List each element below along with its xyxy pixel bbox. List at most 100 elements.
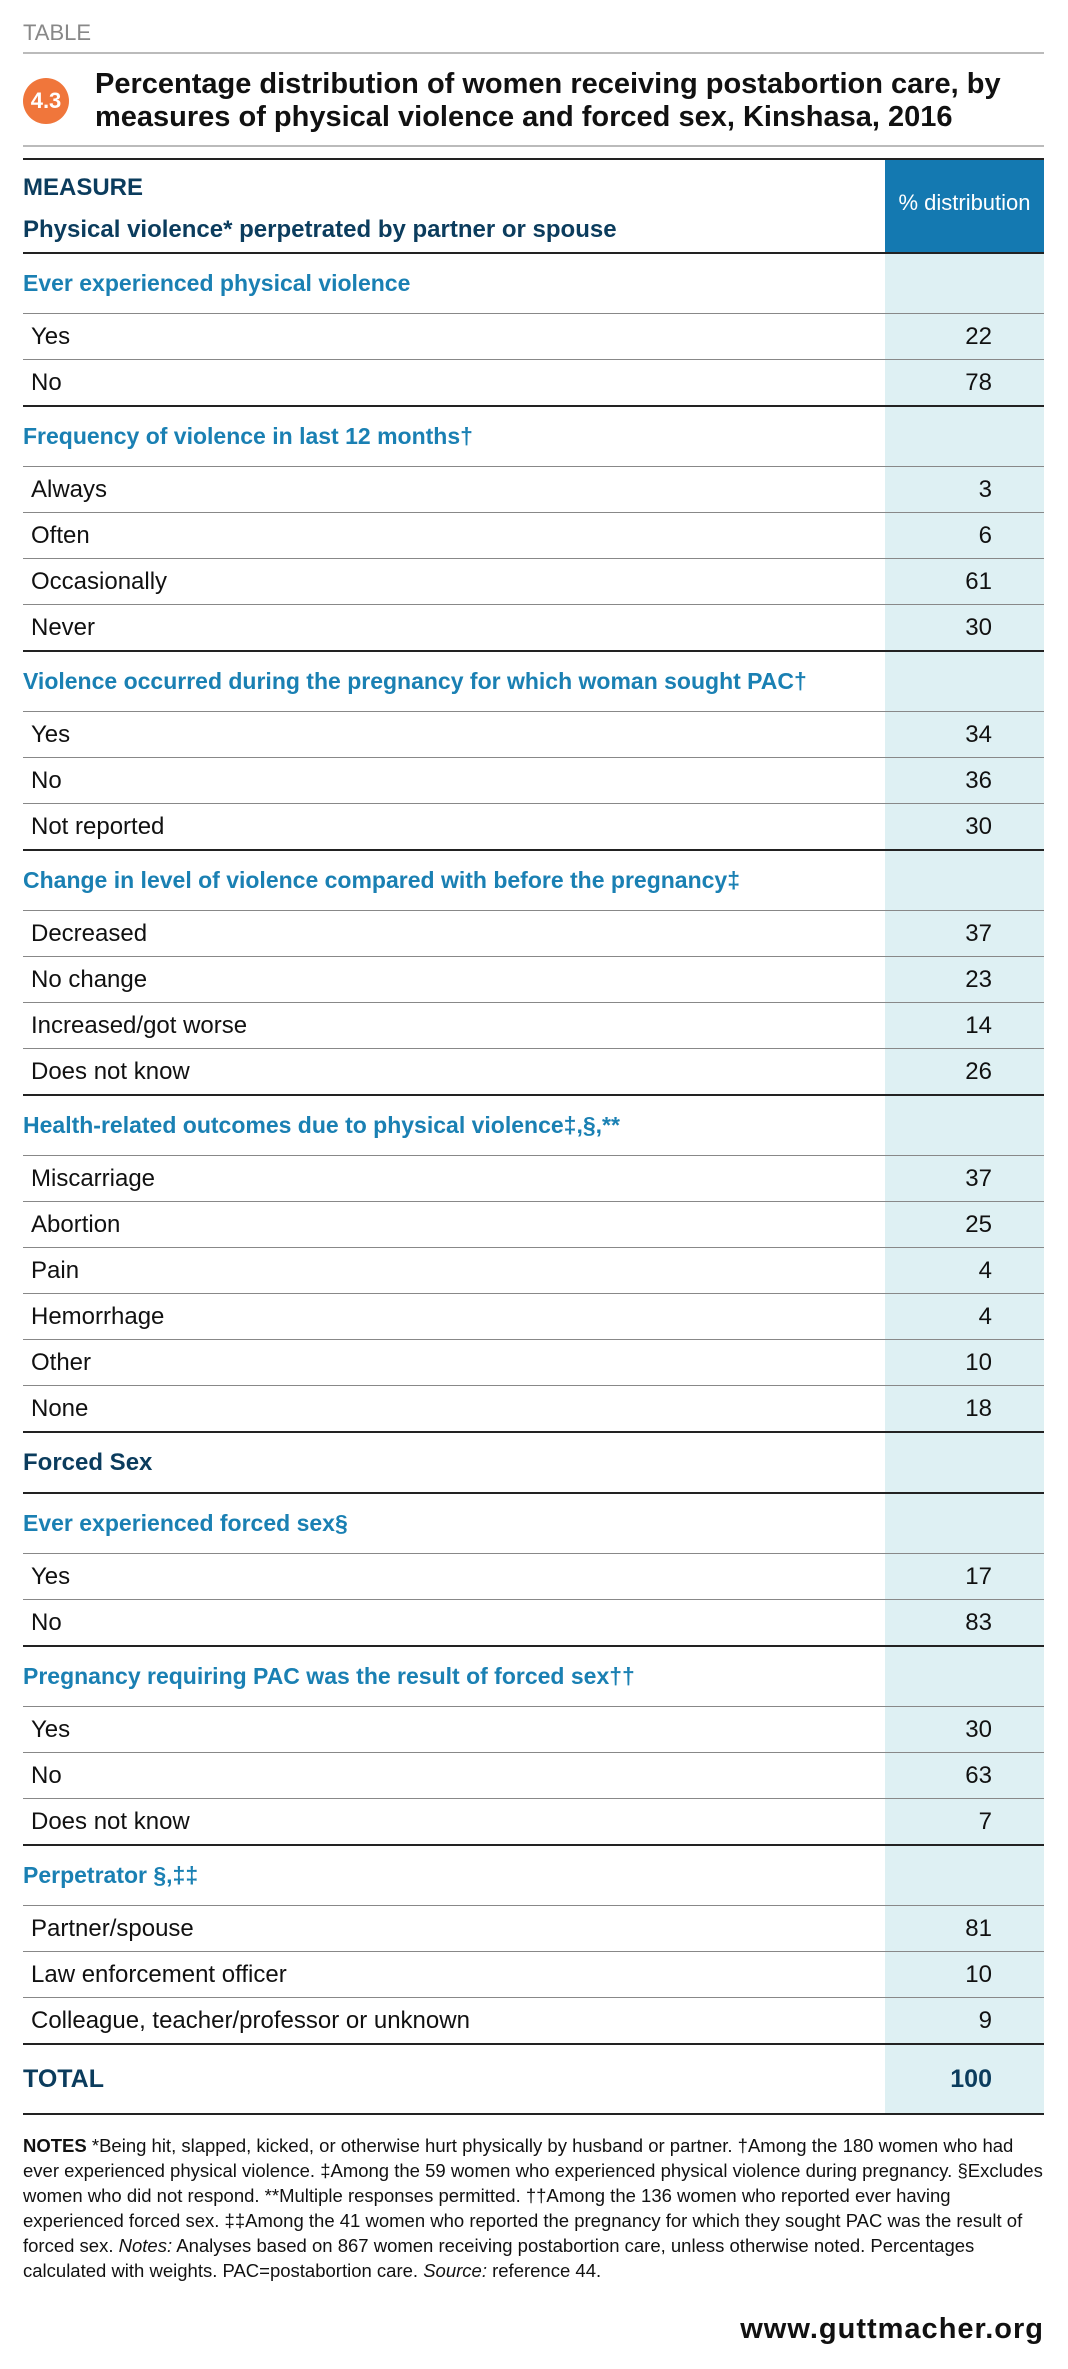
data-row-label: Hemorrhage — [31, 1302, 165, 1330]
data-row: Yes 34 — [23, 711, 1044, 757]
data-row-value: 9 — [885, 1998, 1044, 2043]
data-row: Partner/spouse 81 — [23, 1905, 1044, 1951]
data-row: Colleague, teacher/professor or unknown 9 — [23, 1997, 1044, 2043]
source-label: Source: — [423, 2260, 487, 2281]
data-row-value: 36 — [885, 758, 1044, 803]
data-row-label: Always — [31, 475, 108, 503]
data-row-value: 34 — [885, 712, 1044, 757]
data-row-label: No — [31, 368, 62, 396]
data-row: Often 6 — [23, 512, 1044, 558]
header-left: MEASURE Physical violence* perpetrated b… — [23, 160, 885, 252]
data-row: No change 23 — [23, 956, 1044, 1002]
data-row-value: 4 — [885, 1294, 1044, 1339]
section-row-value — [885, 254, 1044, 313]
data-row-label: Yes — [31, 322, 71, 350]
data-row: Yes 22 — [23, 313, 1044, 359]
notes-label2: Notes: — [118, 2235, 173, 2256]
data-row: Does not know 26 — [23, 1048, 1044, 1094]
section-row-label: Ever experienced forced sex§ — [23, 1510, 348, 1536]
section-row: Perpetrator §,‡‡ — [23, 1844, 1044, 1905]
data-row-value: 14 — [885, 1003, 1044, 1048]
group-row: Forced Sex — [23, 1431, 1044, 1492]
data-row: Pain 4 — [23, 1247, 1044, 1293]
data-row: No 78 — [23, 359, 1044, 405]
data-row-value: 23 — [885, 957, 1044, 1002]
data-row-value: 10 — [885, 1340, 1044, 1385]
section-row: Pregnancy requiring PAC was the result o… — [23, 1645, 1044, 1706]
data-row-label: No change — [31, 965, 148, 993]
notes-text2: Analyses based on 867 women receiving po… — [23, 2235, 975, 2281]
data-row-value: 7 — [885, 1799, 1044, 1844]
group-row-value — [885, 1433, 1044, 1492]
data-row-label: Pain — [31, 1256, 80, 1284]
section-row-label: Change in level of violence compared wit… — [23, 867, 741, 893]
section-row: Ever experienced physical violence — [23, 252, 1044, 313]
section-row-value — [885, 851, 1044, 910]
data-row-label: Abortion — [31, 1210, 121, 1238]
section-row-label: Frequency of violence in last 12 months† — [23, 423, 473, 449]
data-row: Other 10 — [23, 1339, 1044, 1385]
data-row: Abortion 25 — [23, 1201, 1044, 1247]
data-row-value: 81 — [885, 1906, 1044, 1951]
data-row: Increased/got worse 14 — [23, 1002, 1044, 1048]
group-row-label: Forced Sex — [23, 1448, 153, 1476]
data-row: Decreased 37 — [23, 910, 1044, 956]
data-row: Miscarriage 37 — [23, 1155, 1044, 1201]
data-row-label: Occasionally — [31, 567, 168, 595]
data-row-value: 25 — [885, 1202, 1044, 1247]
data-row-label: Partner/spouse — [31, 1914, 194, 1942]
data-row-label: Yes — [31, 1562, 71, 1590]
data-row-label: Often — [31, 521, 90, 549]
data-row-label: Does not know — [31, 1057, 190, 1085]
section-row: Health-related outcomes due to physical … — [23, 1094, 1044, 1155]
data-row-value: 61 — [885, 559, 1044, 604]
data-row: Occasionally 61 — [23, 558, 1044, 604]
data-row-value: 30 — [885, 605, 1044, 650]
data-row-value: 78 — [885, 360, 1044, 405]
data-row-value: 63 — [885, 1753, 1044, 1798]
data-row-value: 3 — [885, 467, 1044, 512]
data-row: Never 30 — [23, 604, 1044, 650]
data-row-value: 18 — [885, 1386, 1044, 1431]
section-row: Violence occurred during the pregnancy f… — [23, 650, 1044, 711]
data-row-value: 30 — [885, 804, 1044, 849]
data-row-value: 26 — [885, 1049, 1044, 1094]
section-row-value — [885, 1647, 1044, 1706]
data-row-value: 4 — [885, 1248, 1044, 1293]
data-row-value: 83 — [885, 1600, 1044, 1645]
data-row: Always 3 — [23, 466, 1044, 512]
table-label: TABLE — [23, 20, 92, 45]
section-row-value — [885, 1846, 1044, 1905]
data-row-label: Decreased — [31, 919, 148, 947]
section-row-label: Violence occurred during the pregnancy f… — [23, 668, 807, 694]
data-row-label: No — [31, 1608, 62, 1636]
data-row: None 18 — [23, 1385, 1044, 1431]
data-row-label: Does not know — [31, 1807, 190, 1835]
data-row: Does not know 7 — [23, 1798, 1044, 1844]
source-text: reference 44. — [492, 2260, 602, 2281]
data-row-label: No — [31, 766, 62, 794]
data-row-label: No — [31, 1761, 62, 1789]
section-row-value — [885, 1494, 1044, 1553]
data-row-value: 37 — [885, 1156, 1044, 1201]
section-row-label: Perpetrator §,‡‡ — [23, 1862, 199, 1888]
data-row: Yes 30 — [23, 1706, 1044, 1752]
footer-url: www.guttmacher.org — [740, 2313, 1044, 2345]
data-row: Yes 17 — [23, 1553, 1044, 1599]
data-row: No 83 — [23, 1599, 1044, 1645]
data-row: No 36 — [23, 757, 1044, 803]
table-title: Percentage distribution of women receivi… — [95, 68, 1001, 133]
data-row-label: Never — [31, 613, 96, 641]
section-row-label: Health-related outcomes due to physical … — [23, 1112, 620, 1138]
table: MEASURE Physical violence* perpetrated b… — [23, 158, 1044, 2115]
rule — [23, 52, 1044, 54]
table-header: MEASURE Physical violence* perpetrated b… — [23, 158, 1044, 252]
section-row-value — [885, 1096, 1044, 1155]
section-row-label: Pregnancy requiring PAC was the result o… — [23, 1663, 635, 1689]
data-row-label: Increased/got worse — [31, 1011, 248, 1039]
data-row-label: Other — [31, 1348, 92, 1376]
data-row-label: Yes — [31, 720, 71, 748]
data-row: Law enforcement officer 10 — [23, 1951, 1044, 1997]
data-row-value: 10 — [885, 1952, 1044, 1997]
